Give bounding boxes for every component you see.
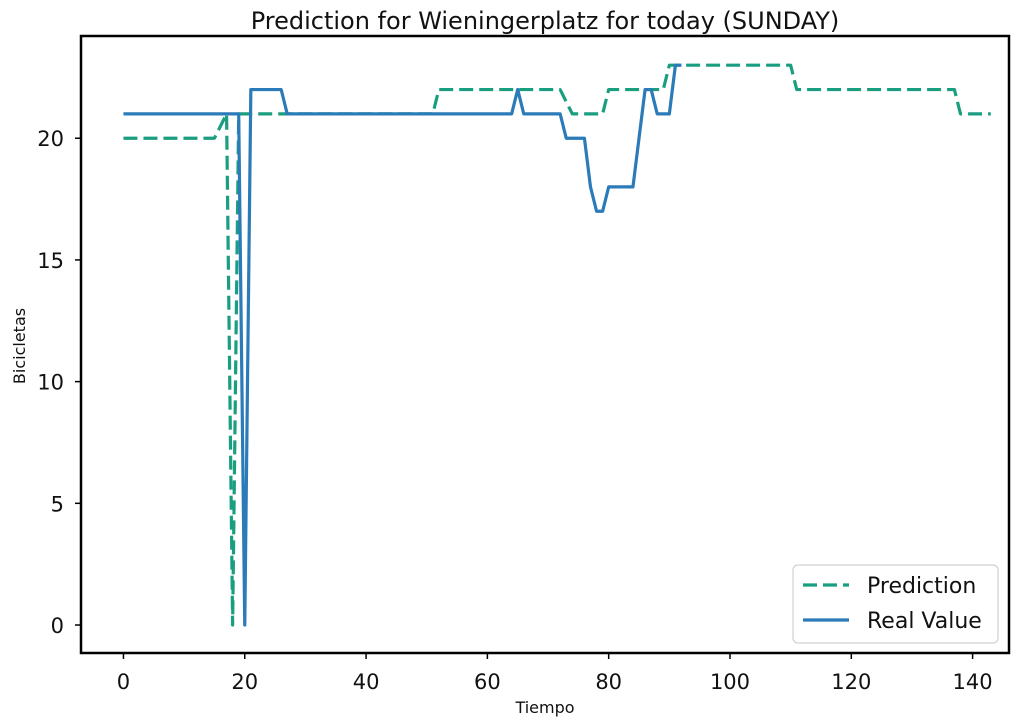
y-tick-label: 0 (51, 614, 64, 638)
x-tick-label: 40 (353, 670, 380, 694)
ticks-layer: 0 20 40 60 80 100 120 140 0 5 10 15 20 (37, 127, 992, 694)
y-tick-label: 10 (37, 371, 64, 395)
x-tick-label: 0 (117, 670, 130, 694)
x-tick-label: 100 (710, 670, 750, 694)
legend: Prediction Real Value (792, 564, 999, 644)
legend-label-real-value: Real Value (867, 609, 982, 634)
y-tick-label: 20 (37, 127, 64, 151)
x-tick-label: 60 (474, 670, 501, 694)
y-axis-label: Bicicletas (10, 308, 29, 384)
series-layer (123, 63, 991, 627)
x-tick-label: 120 (831, 670, 871, 694)
plot-frame (79, 34, 1011, 655)
y-tick-label: 15 (37, 249, 64, 273)
series-line-real-value (123, 63, 682, 627)
x-tick-label: 20 (231, 670, 258, 694)
x-tick-label: 80 (595, 670, 622, 694)
series-line-prediction (123, 63, 991, 627)
x-tick-label: 140 (953, 670, 993, 694)
y-tick-label: 5 (51, 492, 64, 516)
chart-title: Prediction for Wieningerplatz for today … (251, 7, 840, 35)
legend-label-prediction: Prediction (867, 574, 976, 599)
x-axis-label: Tiempo (514, 698, 574, 717)
